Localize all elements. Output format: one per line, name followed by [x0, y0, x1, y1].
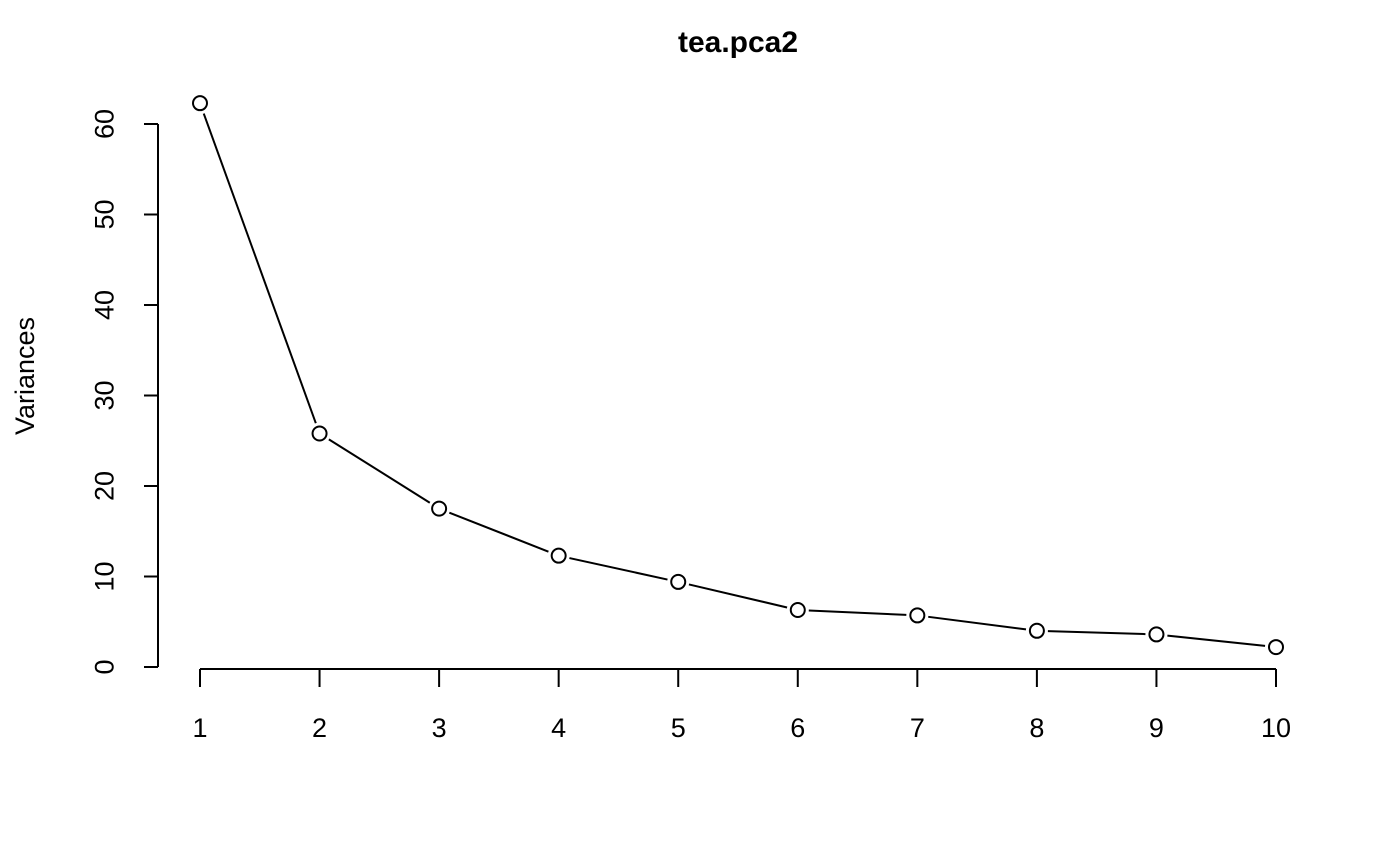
data-point [1148, 626, 1165, 643]
series-line-segment [328, 438, 431, 504]
x-tick-label: 7 [910, 713, 925, 743]
x-tick-label: 1 [192, 713, 207, 743]
y-tick-label: 0 [89, 659, 119, 674]
data-point [550, 547, 567, 564]
y-tick-label: 10 [89, 561, 119, 591]
x-tick-label: 5 [671, 713, 686, 743]
series-line-segment [1167, 634, 1266, 647]
y-tick-label: 20 [89, 471, 119, 501]
series-line-segment [569, 557, 668, 581]
data-point [789, 601, 806, 618]
x-tick-label: 10 [1261, 713, 1291, 743]
series-line-segment [1047, 630, 1146, 636]
series-line-segment [448, 511, 549, 553]
x-tick-label: 9 [1149, 713, 1164, 743]
series-line-segment [202, 113, 317, 424]
series-line-segment [808, 609, 907, 616]
series-line-segment [688, 583, 788, 609]
x-tick-label: 6 [790, 713, 805, 743]
y-tick-label: 60 [89, 109, 119, 139]
x-tick-label: 2 [312, 713, 327, 743]
x-tick-label: 3 [432, 713, 447, 743]
series [192, 95, 1284, 656]
y-tick-label: 50 [89, 199, 119, 229]
y-tick-label: 30 [89, 380, 119, 410]
axes: 0 10 20 30 40 50 60 1 2 3 4 5 6 7 8 9 10 [89, 109, 1291, 743]
data-point [670, 573, 687, 590]
y-tick-label: 40 [89, 290, 119, 320]
data-point [1268, 639, 1284, 656]
data-point [192, 95, 208, 112]
y-axis-label: Variances [10, 317, 40, 435]
data-point [431, 500, 448, 517]
data-point [1028, 622, 1045, 639]
series-line-segment [928, 615, 1027, 631]
chart-title: tea.pca2 [678, 26, 798, 59]
data-point [909, 607, 926, 624]
x-tick-label: 8 [1029, 713, 1044, 743]
x-tick-label: 4 [551, 713, 566, 743]
data-point [311, 425, 328, 442]
